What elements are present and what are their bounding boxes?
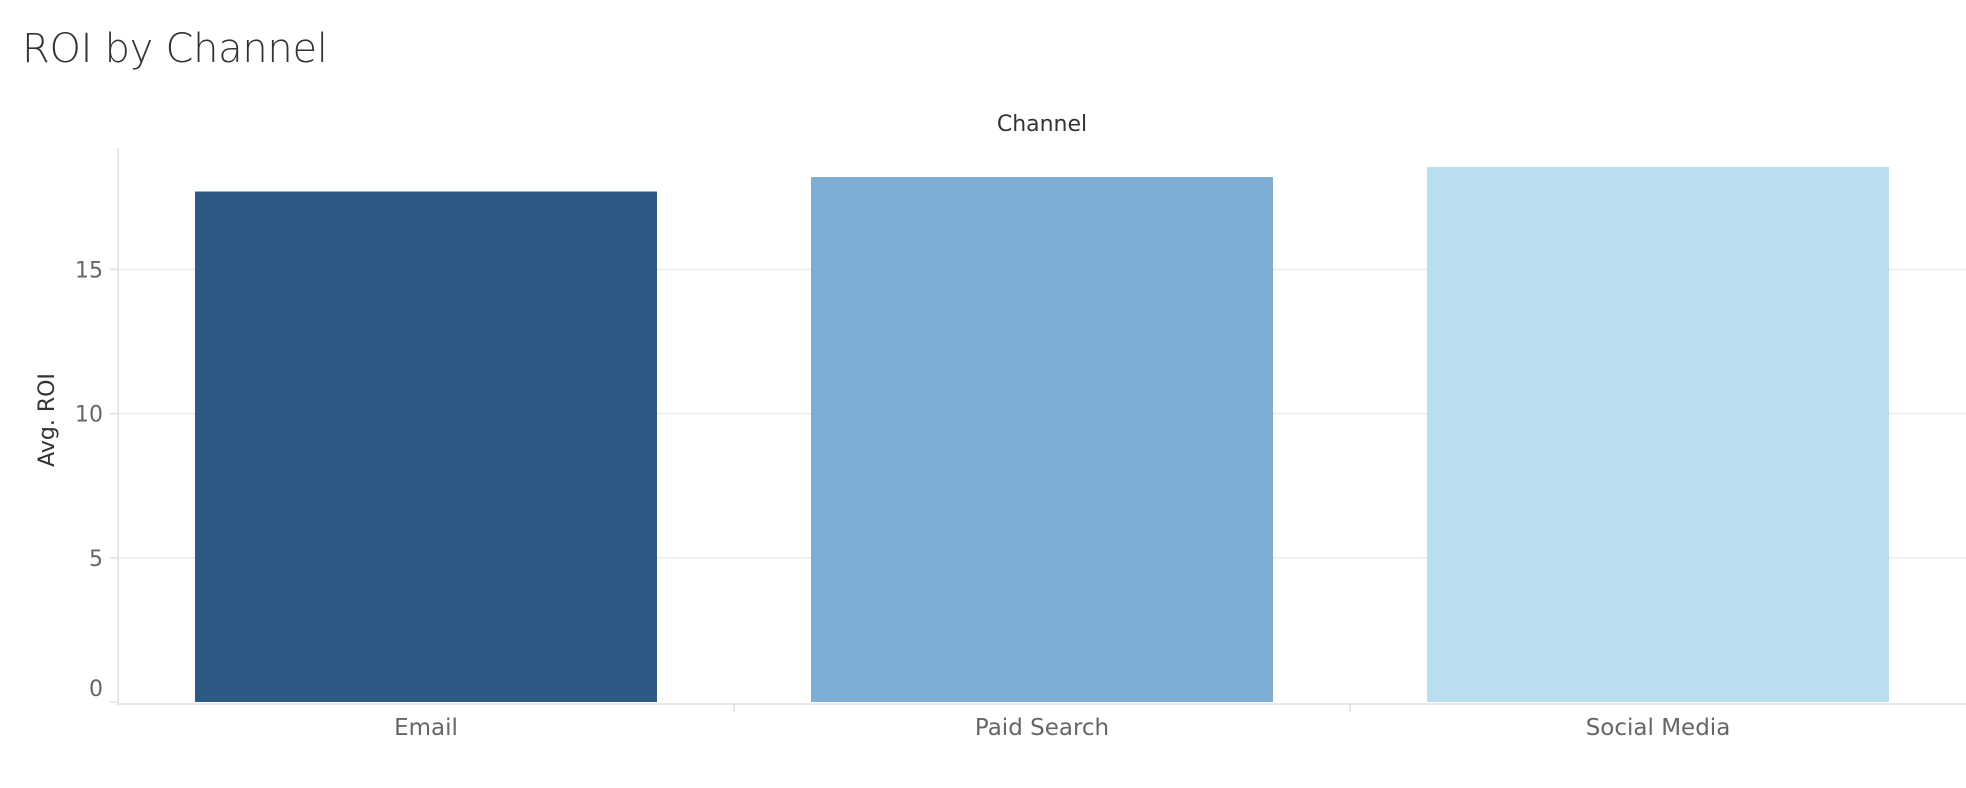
y-tick-label: 5 (89, 547, 103, 572)
x-tick-label: Social Media (1586, 715, 1731, 741)
x-tick-label: Paid Search (975, 715, 1109, 741)
y-tick-labels: 0 5 10 15 (75, 258, 103, 702)
bar-paid-search[interactable] (811, 177, 1273, 702)
x-tick-label: Email (394, 715, 458, 741)
bars (195, 167, 1889, 702)
column-header: Channel (997, 112, 1087, 137)
axes (110, 148, 1966, 712)
y-tick-label: 0 (89, 677, 103, 702)
x-tick-labels: Email Paid Search Social Media (394, 715, 1730, 741)
bar-social-media[interactable] (1427, 167, 1889, 702)
y-tick-label: 15 (75, 258, 103, 283)
y-tick-label: 10 (75, 403, 103, 428)
page-title: ROI by Channel (22, 26, 328, 72)
bar-email[interactable] (195, 191, 657, 702)
y-axis-title: Avg. ROI (35, 373, 60, 467)
